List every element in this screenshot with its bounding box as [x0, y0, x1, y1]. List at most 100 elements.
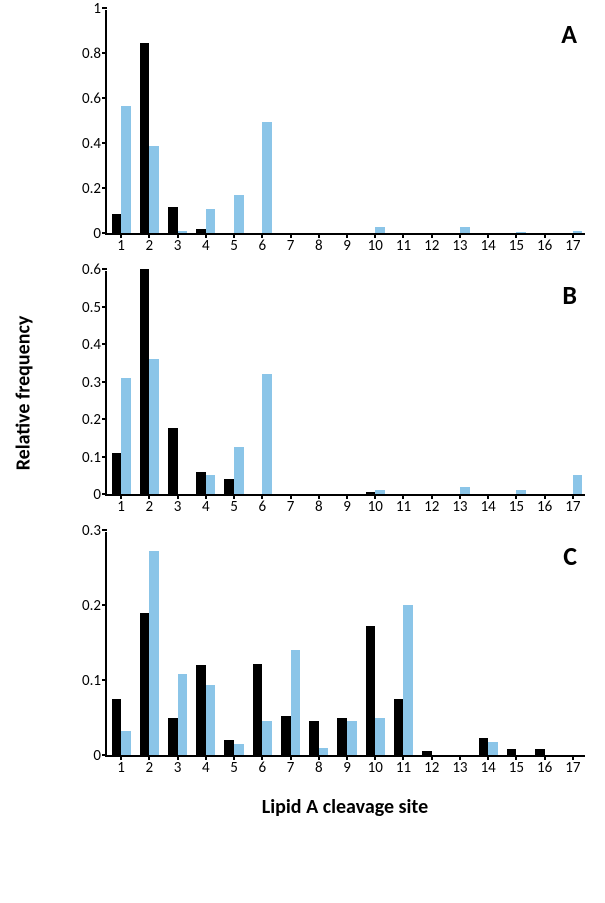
bar-blue	[121, 378, 131, 494]
y-tick-label: 0.5	[82, 299, 101, 317]
bar-black	[112, 453, 122, 494]
x-tick-label: 12	[424, 498, 439, 516]
x-tick-label: 13	[452, 237, 467, 255]
bar-black	[253, 664, 263, 756]
bar-blue	[234, 744, 244, 755]
y-tick-mark	[102, 679, 107, 681]
x-tick-label: 9	[343, 237, 351, 255]
y-tick-label: 0.3	[82, 374, 101, 392]
x-tick-label: 3	[174, 759, 182, 777]
x-tick-label: 6	[258, 237, 266, 255]
x-tick-label: 10	[368, 498, 383, 516]
y-tick-mark	[102, 97, 107, 99]
y-axis-label: Relative frequency	[11, 315, 35, 470]
x-tick-label: 8	[315, 498, 323, 516]
x-tick-label: 9	[343, 498, 351, 516]
x-tick-label: 1	[117, 498, 125, 516]
bar-blue	[291, 650, 301, 755]
x-tick-label: 8	[315, 237, 323, 255]
y-tick-label: 0.6	[82, 90, 101, 108]
bar-blue	[149, 359, 159, 494]
x-tick-label: 4	[202, 759, 210, 777]
y-tick-label: 0.8	[82, 45, 101, 63]
y-tick-label: 0.4	[82, 135, 101, 153]
bar-black	[394, 699, 404, 755]
bar-black	[112, 699, 122, 755]
y-tick-mark	[102, 418, 107, 420]
bar-blue	[573, 231, 583, 233]
x-tick-label: 15	[509, 759, 524, 777]
plot-area: 00.20.40.60.811234567891011121314151617	[105, 10, 585, 235]
x-tick-label: 2	[146, 237, 154, 255]
x-tick-label: 11	[396, 237, 411, 255]
y-tick-label: 0.4	[82, 336, 101, 354]
x-tick-label: 6	[258, 498, 266, 516]
bar-blue	[347, 721, 357, 755]
x-tick-label: 5	[230, 759, 238, 777]
x-tick-label: 17	[565, 759, 580, 777]
bar-black	[337, 718, 347, 756]
plot-area: 00.10.20.31234567891011121314151617	[105, 532, 585, 757]
y-tick-mark	[102, 493, 107, 495]
x-tick-label: 9	[343, 759, 351, 777]
x-tick-label: 14	[481, 759, 496, 777]
bar-black	[224, 479, 234, 494]
y-tick-mark	[102, 456, 107, 458]
y-tick-label: 0	[93, 486, 101, 504]
x-tick-label: 8	[315, 759, 323, 777]
bar-blue	[319, 748, 329, 756]
bar-blue	[460, 227, 470, 233]
x-tick-label: 3	[174, 237, 182, 255]
bar-blue	[375, 718, 385, 756]
bar-black	[479, 738, 489, 755]
y-tick-mark	[102, 232, 107, 234]
chart-panel-c: 00.10.20.31234567891011121314151617C	[60, 532, 595, 787]
x-tick-label: 15	[509, 237, 524, 255]
bar-blue	[206, 685, 216, 755]
y-tick-mark	[102, 306, 107, 308]
chart-panel-b: 00.10.20.30.40.50.6123456789101112131415…	[60, 271, 595, 526]
x-tick-label: 13	[452, 498, 467, 516]
panel-letter: C	[563, 540, 577, 572]
y-tick-mark	[102, 187, 107, 189]
y-tick-label: 0.1	[82, 449, 101, 467]
bar-blue	[262, 374, 272, 494]
x-tick-label: 1	[117, 237, 125, 255]
y-tick-label: 0.1	[82, 672, 101, 690]
x-tick-label: 10	[368, 759, 383, 777]
y-tick-mark	[102, 754, 107, 756]
x-tick-label: 2	[146, 759, 154, 777]
bar-blue	[460, 487, 470, 495]
bar-blue	[206, 209, 216, 233]
x-tick-label: 11	[396, 498, 411, 516]
bar-blue	[121, 731, 131, 755]
x-tick-label: 4	[202, 237, 210, 255]
y-tick-label: 1	[93, 0, 101, 18]
x-tick-label: 6	[258, 759, 266, 777]
x-axis-label: Lipid A cleavage site	[262, 795, 428, 819]
bar-blue	[234, 195, 244, 233]
x-tick-label: 17	[565, 237, 580, 255]
x-tick-label: 7	[287, 759, 295, 777]
x-tick-label: 17	[565, 498, 580, 516]
y-tick-mark	[102, 7, 107, 9]
chart-panel-a: 00.20.40.60.811234567891011121314151617A	[60, 10, 595, 265]
x-tick-label: 14	[481, 237, 496, 255]
bar-blue	[178, 674, 188, 755]
bar-black	[196, 472, 206, 495]
y-tick-mark	[102, 52, 107, 54]
bar-blue	[262, 721, 272, 755]
x-tick-label: 5	[230, 498, 238, 516]
y-tick-mark	[102, 604, 107, 606]
bar-blue	[375, 227, 385, 233]
bar-blue	[488, 742, 498, 756]
y-tick-label: 0.2	[82, 411, 101, 429]
bar-black	[196, 665, 206, 755]
x-tick-label: 2	[146, 498, 154, 516]
x-tick-label: 7	[287, 237, 295, 255]
y-tick-mark	[102, 529, 107, 531]
x-tick-label: 13	[452, 759, 467, 777]
bar-blue	[206, 475, 216, 494]
bar-black	[168, 207, 178, 233]
y-tick-mark	[102, 268, 107, 270]
